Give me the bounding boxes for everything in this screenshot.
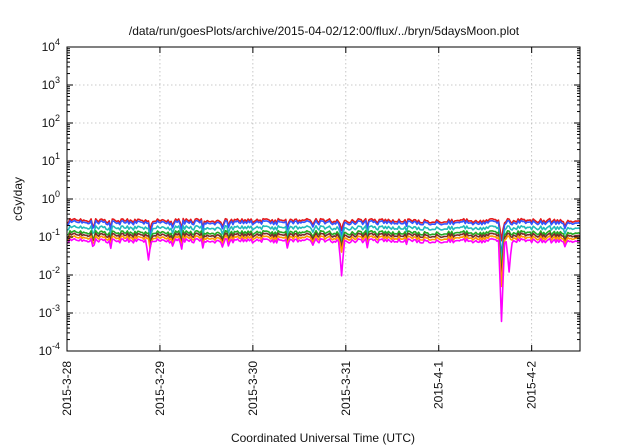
y-tick-label: 10-2 [39, 265, 60, 282]
y-tick-label: 102 [42, 113, 60, 130]
x-tick-labels: 2015-3-28 2015-3-29 2015-3-30 2015-3-31 2015… [60, 361, 539, 416]
y-tick-label: 10-1 [39, 227, 60, 244]
series-line-2 [66, 219, 581, 258]
chart-title: /data/run/goesPlots/archive/2015-04-02/1… [129, 24, 520, 38]
y-tick-label: 101 [42, 151, 60, 168]
series-line-4 [66, 229, 581, 273]
x-tick-label: 2015-4-1 [432, 361, 446, 409]
axis-ticks [66, 46, 580, 352]
series-line-3 [66, 225, 581, 265]
y-tick-label: 104 [42, 37, 60, 54]
x-tick-label: 2015-3-30 [246, 361, 260, 416]
x-tick-label: 2015-4-2 [525, 361, 539, 409]
series-line-7 [66, 237, 581, 323]
series-line-5 [66, 232, 581, 280]
series-line-6 [66, 235, 581, 288]
x-tick-label: 2015-3-29 [153, 361, 167, 416]
y-tick-label: 10-3 [39, 303, 60, 320]
y-tick-label: 103 [42, 75, 60, 92]
y-tick-label: 100 [42, 189, 60, 206]
x-tick-label: 2015-3-28 [60, 361, 74, 416]
grid-lines [67, 47, 580, 351]
y-tick-label: 10-4 [39, 341, 60, 358]
series-line-1 [66, 217, 581, 242]
y-axis-label: cGy/day [11, 177, 25, 221]
x-axis-label: Coordinated Universal Time (UTC) [231, 431, 415, 445]
x-tick-label: 2015-3-31 [339, 361, 353, 416]
y-tick-labels: 10-4 10-3 10-2 10-1 100 101 102 103 104 [39, 37, 60, 358]
plot-series [66, 217, 581, 323]
